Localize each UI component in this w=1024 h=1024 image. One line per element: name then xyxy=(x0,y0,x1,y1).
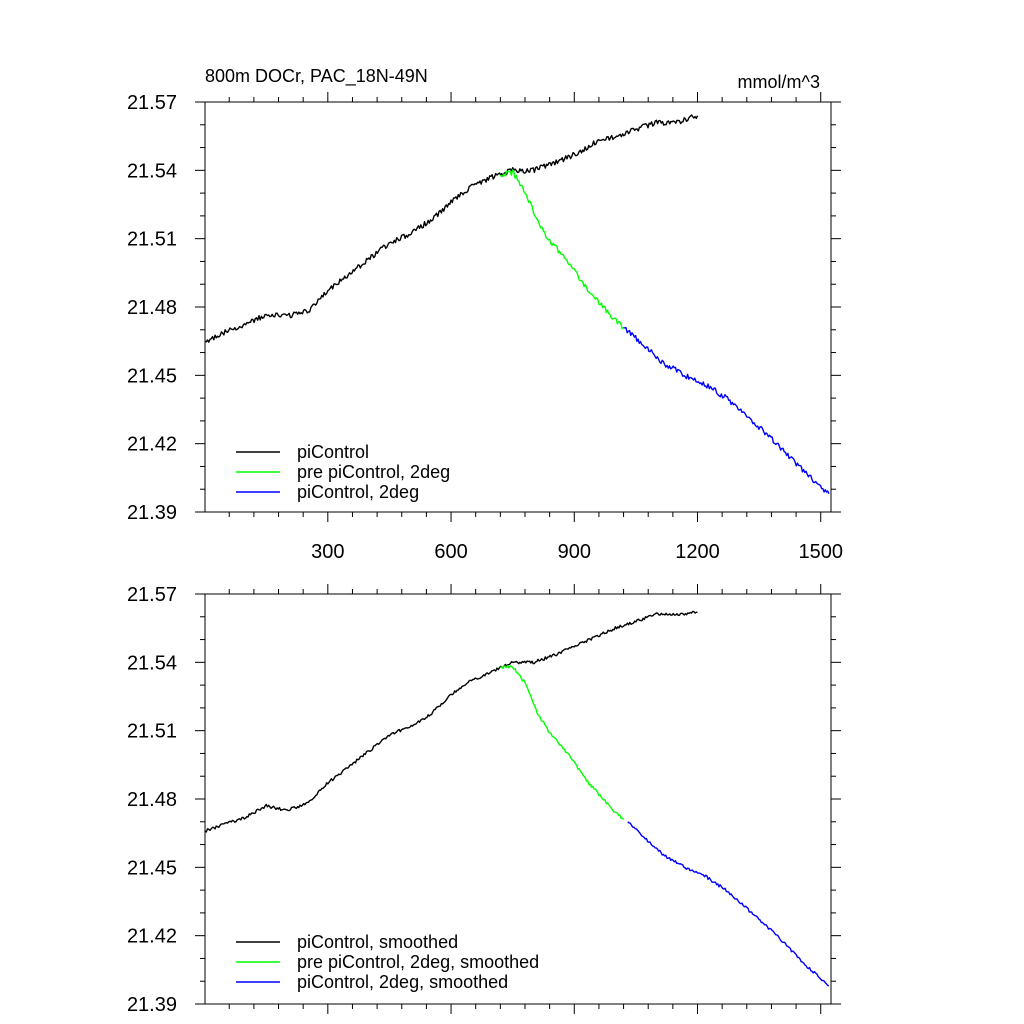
legend-label: piControl, 2deg xyxy=(297,482,419,502)
y-tick-label: 21.51 xyxy=(127,721,177,743)
series-line-top-2 xyxy=(623,326,830,495)
x-tick-label: 600 xyxy=(434,541,467,563)
top-panel: 800m DOCr, PAC_18N-49N mmol/m^3 21.39 21.… xyxy=(127,66,843,563)
units-label: mmol/m^3 xyxy=(738,72,820,92)
y-tick-label: 21.45 xyxy=(127,857,177,879)
x-tick-label: 1500 xyxy=(798,541,843,563)
series-line-bottom-1 xyxy=(500,664,625,820)
x-tick-label: 900 xyxy=(558,541,591,563)
legend-label: piControl xyxy=(297,442,369,462)
y-tick-label: 21.48 xyxy=(127,297,177,319)
legend-label: piControl, 2deg, smoothed xyxy=(297,972,508,992)
y-tick-label: 21.39 xyxy=(127,994,177,1016)
series-line-bottom-0 xyxy=(204,610,698,833)
y-tick-label: 21.48 xyxy=(127,789,177,811)
y-tick-label: 21.39 xyxy=(127,502,177,524)
series-line-top-1 xyxy=(499,169,625,330)
series-line-bottom-2 xyxy=(627,821,830,987)
y-tick-label: 21.42 xyxy=(127,434,177,456)
y-tick-label: 21.57 xyxy=(127,584,177,606)
legend-label: pre piControl, 2deg xyxy=(297,462,450,482)
legend-label: pre piControl, 2deg, smoothed xyxy=(297,952,539,972)
y-tick-label: 21.54 xyxy=(127,160,177,182)
bottom-panel: 21.39 21.42 21.45 21.48 21.51 21.54 21.57 piCo… xyxy=(127,584,841,1016)
series-line-top-0 xyxy=(204,114,699,343)
x-tick-label: 1200 xyxy=(675,541,720,563)
x-tick-label: 300 xyxy=(311,541,344,563)
y-tick-label: 21.42 xyxy=(127,926,177,948)
y-tick-label: 21.54 xyxy=(127,652,177,674)
y-tick-label: 21.51 xyxy=(127,229,177,251)
chart-title: 800m DOCr, PAC_18N-49N xyxy=(205,66,428,87)
y-tick-label: 21.57 xyxy=(127,92,177,114)
y-tick-label: 21.45 xyxy=(127,365,177,387)
legend-label: piControl, smoothed xyxy=(297,932,458,952)
